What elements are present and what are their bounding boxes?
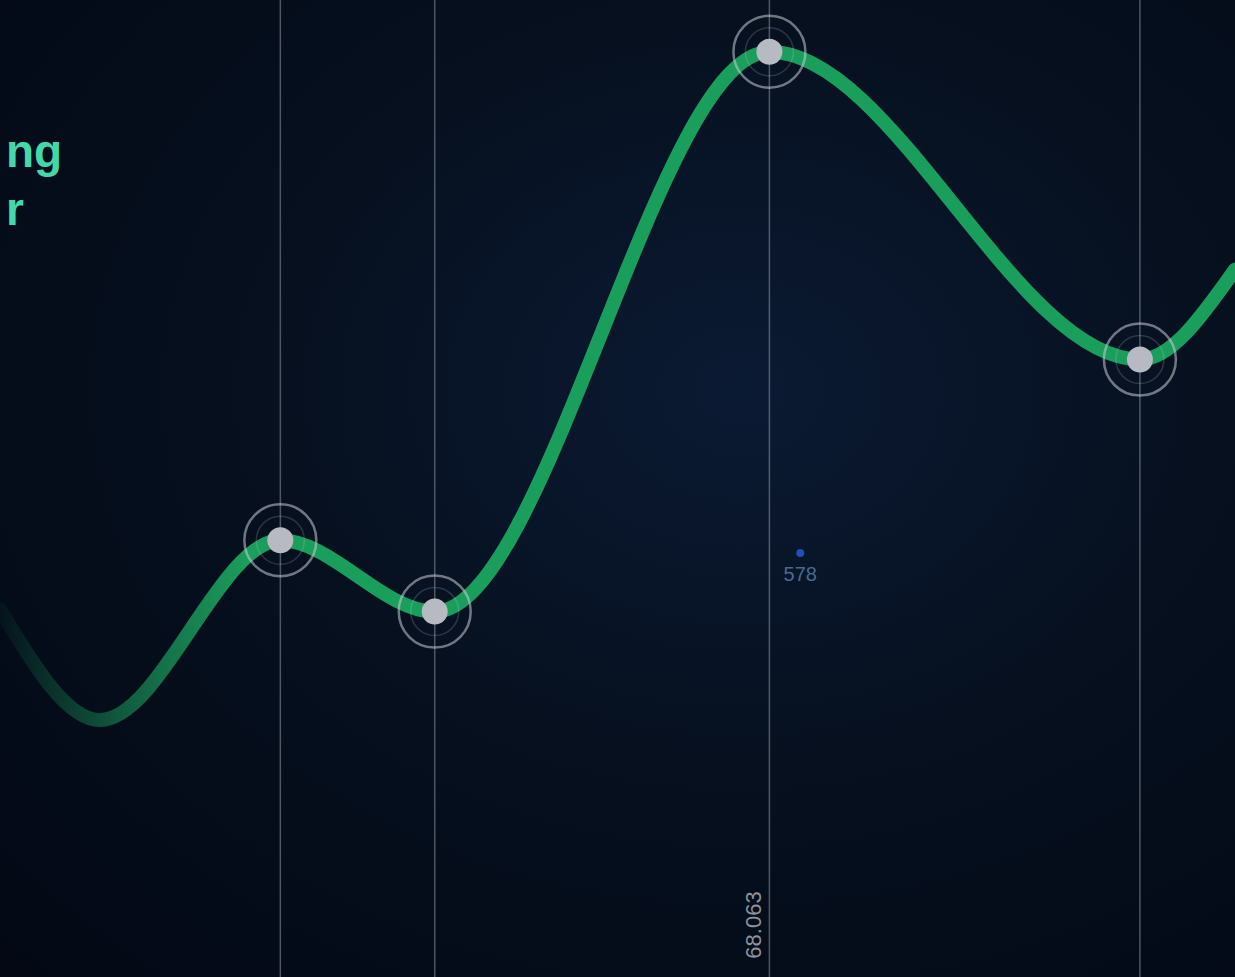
html-text:r: r bbox=[6, 183, 24, 235]
svg-text:68.063: 68.063 bbox=[741, 891, 766, 958]
svg-text:578: 578 bbox=[784, 563, 817, 585]
html-text:ng: ng bbox=[6, 125, 63, 177]
